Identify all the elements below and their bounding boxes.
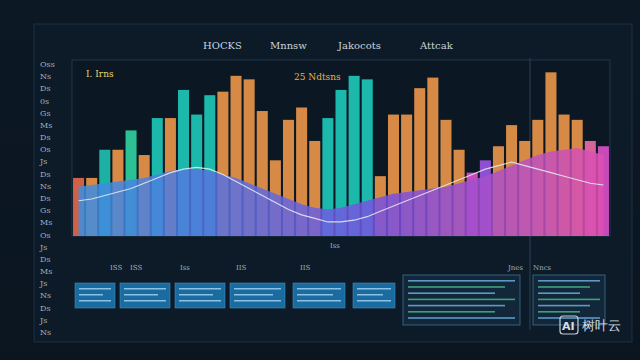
side-label: 0s [40, 97, 49, 106]
tile [175, 283, 225, 308]
side-label: Ds [40, 84, 51, 93]
tile-line [357, 288, 391, 290]
panel-line [408, 286, 505, 288]
tile-line [79, 294, 103, 296]
tile [75, 283, 115, 308]
tile-line [124, 288, 166, 290]
watermark-box [560, 316, 578, 334]
side-label: Ms [40, 121, 52, 130]
side-label: Ns [40, 328, 51, 337]
side-label: Ns [40, 291, 51, 300]
side-label: Js [39, 243, 47, 252]
panel-label: Jnes [507, 264, 523, 272]
panel-label: Nncs [533, 264, 552, 272]
side-label: Ds [40, 170, 51, 179]
tile-line [357, 300, 391, 302]
side-label: Js [39, 279, 47, 288]
panel-line [408, 280, 515, 282]
tile-line [124, 294, 158, 296]
tile-line [297, 300, 341, 302]
panel-line [538, 286, 590, 288]
header-label: Attcak [419, 40, 454, 51]
tile-line [179, 294, 213, 296]
area [79, 148, 604, 236]
plot-label: 25 Ndtsns [294, 72, 341, 82]
tile [353, 283, 395, 308]
canvas: HOCKS Mnnsw Jakocots Attcak I. Irns 25 Ndtsns… [0, 0, 640, 360]
tile [230, 283, 285, 308]
panel-line [538, 299, 600, 301]
side-label: Ds [40, 255, 51, 264]
panel-line [538, 280, 600, 282]
panel-line [408, 311, 495, 313]
tile [120, 283, 170, 308]
watermark: AI [562, 320, 575, 333]
tile-line [79, 288, 111, 290]
tile-line [234, 288, 281, 290]
panel-line [538, 311, 580, 313]
panel-line [538, 292, 580, 294]
line [79, 162, 604, 222]
panel-label: Iss [180, 264, 190, 272]
side-label: Ns [40, 72, 51, 81]
tile-line [124, 300, 166, 302]
panel-label: ISS [130, 264, 142, 272]
panel-line [408, 317, 515, 319]
side-label: Gs [40, 109, 51, 118]
plot-marks [73, 72, 609, 236]
side-label: Os [40, 145, 51, 154]
tile-line [179, 300, 221, 302]
tile-line [234, 294, 273, 296]
tile-line [297, 288, 341, 290]
panel-line [538, 305, 590, 307]
panel-label: ISS [110, 264, 122, 272]
panel [34, 24, 632, 342]
side-label: Ds [40, 304, 51, 313]
side-label: Ns [40, 182, 51, 191]
panel-label: Iss [330, 242, 340, 250]
plot-label: I. Irns [86, 69, 114, 79]
side-label: Ms [40, 218, 52, 227]
side-label: Oss [40, 60, 55, 69]
side-label: Os [40, 231, 51, 240]
side-label: Ds [40, 133, 51, 142]
tile-line [179, 288, 221, 290]
tile-line [79, 300, 111, 302]
tile [293, 283, 345, 308]
panel-line [408, 299, 515, 301]
side-label: Ms [40, 267, 52, 276]
tile-line [357, 294, 383, 296]
panel-line [408, 305, 505, 307]
panel-box [403, 275, 520, 325]
panel-label: IIS [300, 264, 311, 272]
tile-line [234, 300, 281, 302]
plot-frame [72, 60, 610, 236]
header-label: Mnnsw [270, 40, 307, 51]
side-label: Js [39, 316, 47, 325]
watermark: 树叶云 [582, 318, 621, 333]
side-label: Gs [40, 206, 51, 215]
tile-line [297, 294, 333, 296]
panel-line [408, 292, 495, 294]
header-label: Jakocots [337, 40, 381, 51]
side-label: Ds [40, 194, 51, 203]
background [0, 0, 640, 360]
side-label: Js [39, 157, 47, 166]
panel-label: IIS [236, 264, 247, 272]
header-label: HOCKS [203, 40, 242, 51]
